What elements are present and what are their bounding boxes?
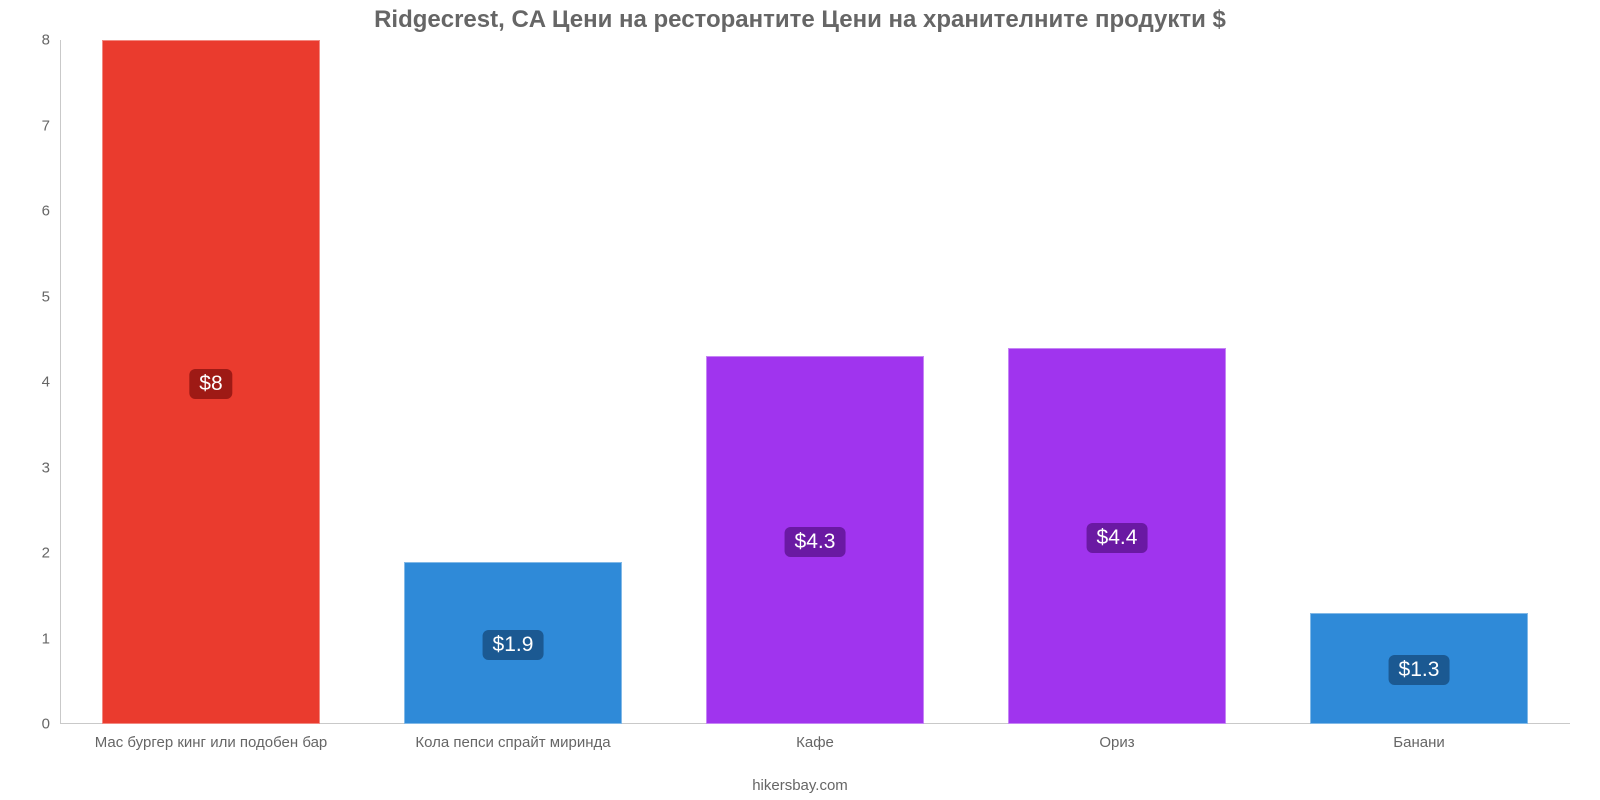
y-tick-label: 7 [42,117,60,134]
y-tick-label: 1 [42,630,60,647]
x-category-label: Банани [1393,724,1444,751]
x-category-label: Мас бургер кинг или подобен бар [95,724,328,751]
attribution-label: hikersbay.com [0,777,1600,794]
bar-value-label: $4.4 [1087,523,1148,553]
y-tick-label: 5 [42,288,60,305]
bar: $1.3 [1310,613,1527,724]
chart-title: Ridgecrest, CA Цени на ресторантите Цени… [0,0,1600,34]
bar-value-label: $8 [189,369,232,399]
bar-slot: $1.9Кола пепси спрайт миринда [362,40,664,724]
bar-value-label: $1.3 [1389,655,1450,685]
x-category-label: Ориз [1099,724,1134,751]
bar-slot: $1.3Банани [1268,40,1570,724]
bar-value-label: $1.9 [483,630,544,660]
price-bar-chart: Ridgecrest, CA Цени на ресторантите Цени… [0,0,1600,800]
x-category-label: Кафе [796,724,834,751]
bar: $1.9 [404,562,621,724]
plot-area: 012345678$8Мас бургер кинг или подобен б… [60,40,1570,724]
y-tick-label: 0 [42,716,60,733]
y-tick-label: 4 [42,374,60,391]
bar-slot: $4.4Ориз [966,40,1268,724]
y-tick-label: 3 [42,459,60,476]
x-category-label: Кола пепси спрайт миринда [415,724,610,751]
bar-slot: $4.3Кафе [664,40,966,724]
y-tick-label: 2 [42,545,60,562]
bar-slot: $8Мас бургер кинг или подобен бар [60,40,362,724]
bar: $8 [102,40,319,724]
bar: $4.4 [1008,348,1225,724]
y-tick-label: 8 [42,32,60,49]
y-tick-label: 6 [42,203,60,220]
bar: $4.3 [706,356,923,724]
bar-value-label: $4.3 [785,527,846,557]
